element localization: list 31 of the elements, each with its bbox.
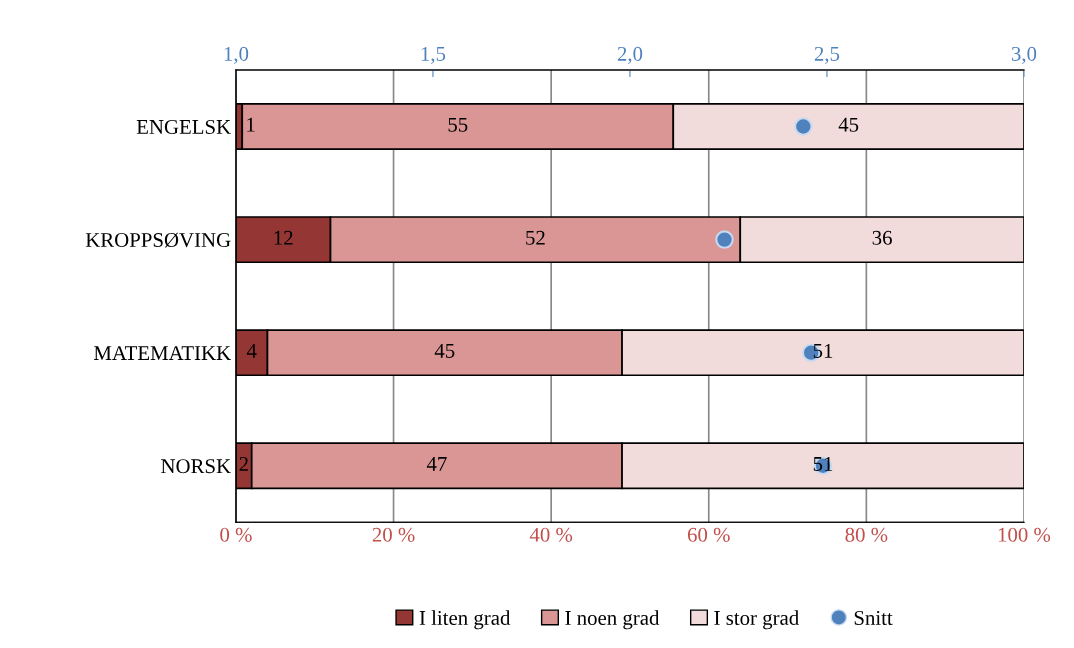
x-tick-label: 80 %: [845, 527, 888, 542]
x-tick-label: 0 %: [220, 527, 252, 542]
y-tick-label: ENGELSK: [136, 119, 231, 134]
point: [794, 117, 813, 136]
y-tick-label: MATEMATIKK: [93, 346, 231, 360]
data-label: 36: [872, 230, 892, 245]
point: [715, 230, 734, 249]
data-label: 55: [448, 117, 468, 132]
data-label: 1: [247, 117, 255, 132]
x2-tick-label: 1,5: [421, 46, 446, 64]
x2-tick-label: 2,0: [617, 46, 643, 64]
legend-label: Snitt: [854, 610, 893, 625]
data-label: 45: [838, 117, 859, 132]
y-tick-label: KROPPSØVING: [85, 232, 231, 248]
data-label: 45: [434, 343, 455, 358]
legend-label: I liten grad: [419, 610, 511, 630]
data-label: 4: [246, 343, 257, 358]
data-label: 12: [274, 230, 293, 245]
x-tick-label: 40 %: [529, 527, 573, 542]
legend-label: I stor grad: [714, 610, 799, 630]
x-tick-label: 60 %: [687, 527, 730, 542]
x2-tick-label: 3,0: [1011, 46, 1037, 64]
x-tick-label: 100 %: [998, 527, 1051, 542]
y-tick-label: NORSK: [161, 459, 231, 474]
legend-label: I noen grad: [565, 610, 660, 630]
x2-tick-label: 1,0: [224, 46, 249, 64]
data-label: 52: [526, 230, 545, 245]
x-tick-label: 20 %: [372, 527, 415, 542]
x2-tick-label: 2,5: [814, 46, 840, 64]
data-label: 2: [239, 456, 248, 471]
data-label: 47: [426, 457, 447, 471]
